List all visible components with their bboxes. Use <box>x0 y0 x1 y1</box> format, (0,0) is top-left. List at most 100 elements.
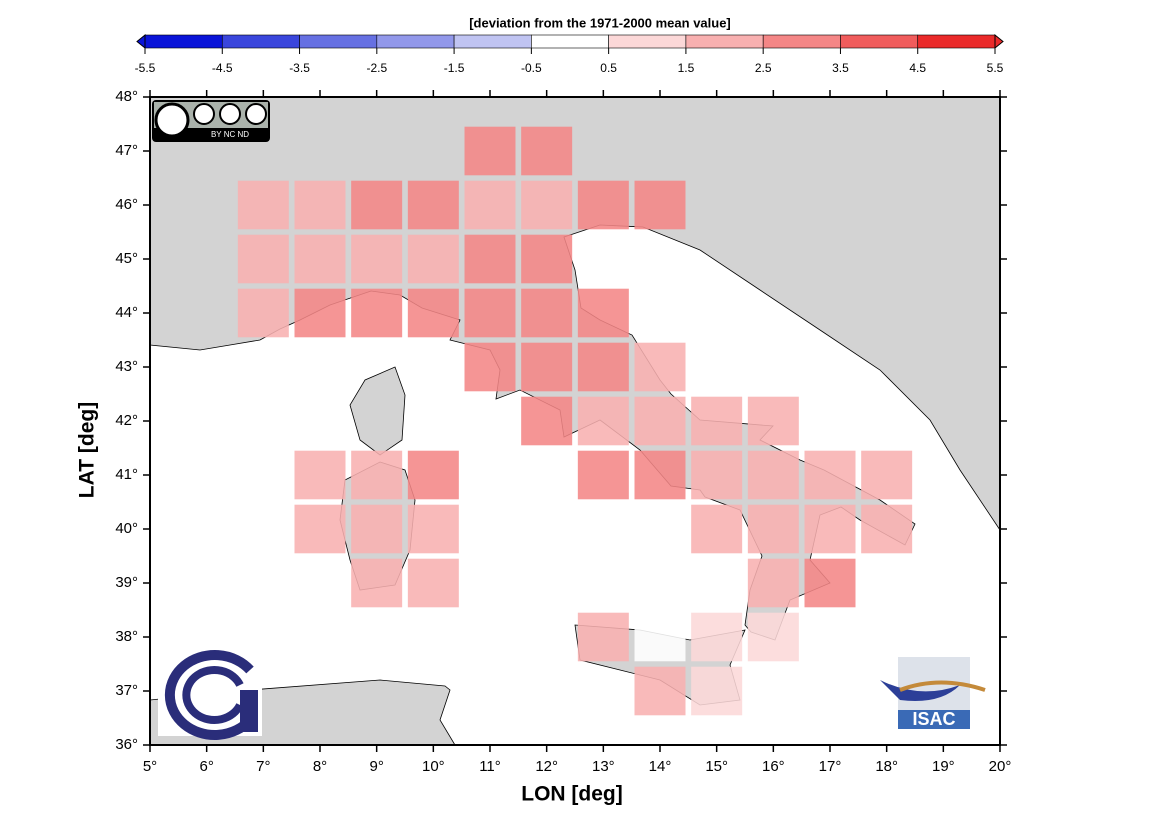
x-tick-label: 15° <box>705 758 728 775</box>
x-tick-label: 18° <box>875 758 898 775</box>
y-axis-label: LAT [deg] <box>76 402 99 498</box>
grid-cell <box>237 180 289 230</box>
grid-cell <box>804 558 856 608</box>
y-tick-label: 42° <box>115 412 138 429</box>
colorbar-low-end <box>136 33 146 50</box>
grid-cell <box>521 342 573 392</box>
cells <box>237 126 913 716</box>
grid-cell <box>521 126 573 176</box>
colorbar-segment <box>376 34 455 49</box>
y-tick-label: 44° <box>115 304 138 321</box>
grid-cell <box>407 558 459 608</box>
x-tick-label: 13° <box>592 758 615 775</box>
grid-cell <box>634 180 686 230</box>
colorbar-segment <box>453 34 532 49</box>
grid-cell <box>351 180 403 230</box>
colorbar-segment <box>840 34 919 49</box>
y-tick-label: 40° <box>115 520 138 537</box>
grid-cell <box>577 180 629 230</box>
grid-cell <box>861 504 913 554</box>
x-tick-label: 17° <box>819 758 842 775</box>
colorbar-segment <box>608 34 687 49</box>
cnr-bar <box>240 690 258 732</box>
x-tick-label: 20° <box>989 758 1012 775</box>
grid-cell <box>351 558 403 608</box>
grid-cell <box>294 288 346 338</box>
x-tick-label: 12° <box>535 758 558 775</box>
grid-cell <box>407 180 459 230</box>
y-tick-label: 48° <box>115 88 138 105</box>
y-tick-label: 46° <box>115 196 138 213</box>
colorbar-tick-label: -4.5 <box>212 61 233 75</box>
grid-cell <box>351 288 403 338</box>
grid-cell <box>521 396 573 446</box>
grid-cell <box>747 612 799 662</box>
x-tick-label: 14° <box>649 758 672 775</box>
isac-wave <box>899 680 986 692</box>
grid-cell <box>634 612 686 662</box>
grid-cell <box>351 504 403 554</box>
isac-text: ISAC <box>912 709 955 729</box>
y-tick-label: 47° <box>115 142 138 159</box>
cc-circle <box>154 102 190 138</box>
x-tick-label: 19° <box>932 758 955 775</box>
grid-cell <box>464 288 516 338</box>
y-tick-label: 45° <box>115 250 138 267</box>
grid-cell <box>747 504 799 554</box>
x-tick-label: 10° <box>422 758 445 775</box>
grid-cell <box>804 504 856 554</box>
colorbar-segment <box>762 34 841 49</box>
grid-cell <box>464 180 516 230</box>
colorbar-segment <box>299 34 378 49</box>
colorbar-segment <box>144 34 223 49</box>
grid-cell <box>294 234 346 284</box>
colorbar-tick-label: -5.5 <box>135 61 156 75</box>
y-tick-label: 38° <box>115 628 138 645</box>
grid-cell <box>804 450 856 500</box>
grid-cell <box>691 396 743 446</box>
by-icon <box>193 103 215 125</box>
license-text: BY NC ND <box>211 130 249 139</box>
cnr-logo <box>158 648 262 740</box>
x-tick-label: 8° <box>313 758 327 775</box>
y-tick-label: 37° <box>115 682 138 699</box>
grid-cell <box>407 288 459 338</box>
colorbar-title: [deviation from the 1971-2000 mean value… <box>469 15 731 30</box>
y-tick-label: 41° <box>115 466 138 483</box>
grid-cell <box>577 342 629 392</box>
colorbar-tick-label: -1.5 <box>444 61 465 75</box>
grid-cell <box>464 234 516 284</box>
grid-cell <box>634 666 686 716</box>
grid-cell <box>577 450 629 500</box>
colorbar-tick-label: 5.5 <box>987 61 1004 75</box>
grid-cell <box>407 450 459 500</box>
colorbar-segment <box>685 34 764 49</box>
grid-cell <box>634 396 686 446</box>
colorbar-tick-label: 4.5 <box>909 61 926 75</box>
grid-cell <box>294 450 346 500</box>
x-tick-label: 7° <box>256 758 270 775</box>
isac-logo: ISAC <box>880 657 986 729</box>
colorbar-tick-label: -3.5 <box>289 61 310 75</box>
grid-cell <box>691 504 743 554</box>
grid-cell <box>747 558 799 608</box>
cnr-arc <box>164 650 254 740</box>
grid-cell <box>521 234 573 284</box>
colorbar-tick-label: 3.5 <box>832 61 849 75</box>
grid-cell <box>747 450 799 500</box>
grid-cell <box>634 342 686 392</box>
grid-cell <box>407 234 459 284</box>
x-tick-label: 9° <box>369 758 383 775</box>
y-tick-label: 39° <box>115 574 138 591</box>
grid-cell <box>691 666 743 716</box>
grid-cell <box>691 450 743 500</box>
grid-cell <box>464 126 516 176</box>
x-axis-label: LON [deg] <box>521 783 622 806</box>
grid-cell <box>237 234 289 284</box>
grid-cell <box>237 288 289 338</box>
y-tick-label: 36° <box>115 736 138 753</box>
grid-cell <box>464 342 516 392</box>
isac-band <box>898 710 970 729</box>
grid-cell <box>861 450 913 500</box>
colorbar-segment <box>221 34 300 49</box>
